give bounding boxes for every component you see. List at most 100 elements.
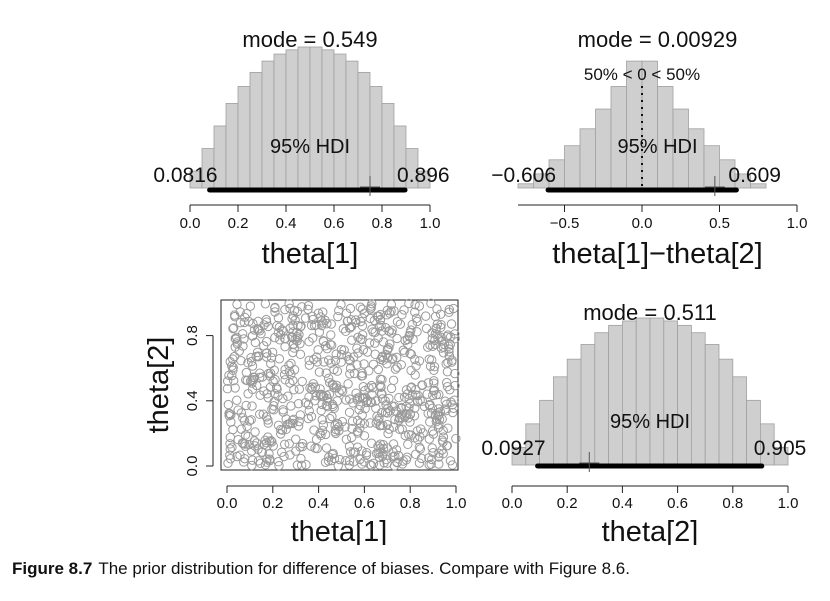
comparison-label: 50% < 0 < 50% [584,65,700,84]
scatter-point [303,304,313,314]
scatter-point [440,404,450,414]
scatter-point [400,430,410,441]
scatter-point [254,324,264,334]
scatter-point [236,408,247,418]
scatter-point [306,441,316,451]
scatter-point [229,323,239,333]
mode-label: mode = 0.511 [583,300,717,325]
scatter-point [378,449,388,459]
histogram-bar [285,49,299,189]
scatter-point [295,410,306,420]
y-tick-label: 0.0 [184,456,201,477]
scatter-point [406,349,416,359]
scatter-point [316,389,326,400]
scatter-point [268,401,279,411]
scatter-point [444,347,454,357]
scatter-point [446,357,457,367]
scatter-point [446,319,457,329]
scatter-point [438,449,448,459]
scatter-point [241,400,251,411]
scatter-point [427,355,437,365]
scatter-point [361,450,372,460]
x-tick-label: 0.8 [400,495,421,512]
x-tick-label: 0.2 [557,495,578,512]
scatter-point [407,319,417,330]
scatter-point [295,339,305,349]
scatter-point [303,413,313,424]
scatter-point [357,393,368,404]
scatter-point [270,302,280,313]
hdi-high-label: 0.905 [754,437,807,460]
scatter-point [285,303,295,314]
scatter-point [286,369,296,380]
scatter-point [359,431,370,441]
scatter-point [429,361,440,372]
scatter-point [405,348,415,359]
scatter-point [310,382,321,392]
scatter-point [269,405,279,415]
scatter-point [337,416,348,427]
histogram-bar [704,344,720,466]
scatter-point [323,373,334,383]
scatter-point [379,458,389,468]
scatter-point [289,385,299,395]
scatter-point [265,371,275,381]
scatter-point [259,439,269,450]
scatter-point [232,395,242,405]
scatter-point [413,434,423,445]
scatter-point [260,435,270,446]
scatter-point [232,451,242,462]
scatter-point [429,378,439,388]
scatter-point [425,340,435,350]
scatter-point [443,330,453,340]
scatter-point [241,367,252,378]
scatter-point [382,419,392,430]
scatter-point [263,415,273,425]
scatter-point [392,457,402,467]
scatter-point [364,366,374,376]
scatter-point [340,326,351,337]
scatter-point [388,422,399,432]
scatter-point [331,349,341,359]
scatter-point [253,352,264,362]
scatter-point [432,304,442,314]
scatter-point [394,392,404,403]
scatter-point [225,454,236,464]
scatter-point [263,393,273,403]
scatter-point [366,438,377,448]
scatter-point [359,359,369,369]
scatter-point [415,444,426,454]
scatter-point [288,418,298,429]
scatter-point [278,393,288,404]
scatter-point [383,428,393,439]
scatter-point [260,299,271,309]
scatter-point [375,309,386,320]
x-axis-label: theta[1] [262,238,359,270]
scatter-point [411,390,421,400]
scatter-point [255,458,266,469]
scatter-point [399,347,410,358]
scatter-point [261,437,272,448]
scatter-point [293,421,304,431]
hdi-high-label: 0.896 [397,164,450,187]
scatter-point [224,370,234,381]
scatter-point [390,451,400,461]
scatter-point [409,411,420,421]
scatter-point [332,418,343,429]
x-tick-label: −0.5 [550,215,580,232]
scatter-point [278,326,289,336]
scatter-point [440,396,450,406]
scatter-point [304,406,314,416]
histogram-bar [405,148,419,189]
scatter-point [366,303,376,313]
scatter-point [353,428,363,438]
x-tick-label: 1.0 [787,215,808,232]
scatter-point [348,398,358,408]
scatter-point [307,382,317,392]
scatter-point [382,458,392,468]
scatter-point [442,367,453,377]
hdi-low-label: 0.0816 [153,164,217,187]
scatter-point [313,345,323,355]
histogram-bar [677,324,692,466]
scatter-point [357,330,368,340]
